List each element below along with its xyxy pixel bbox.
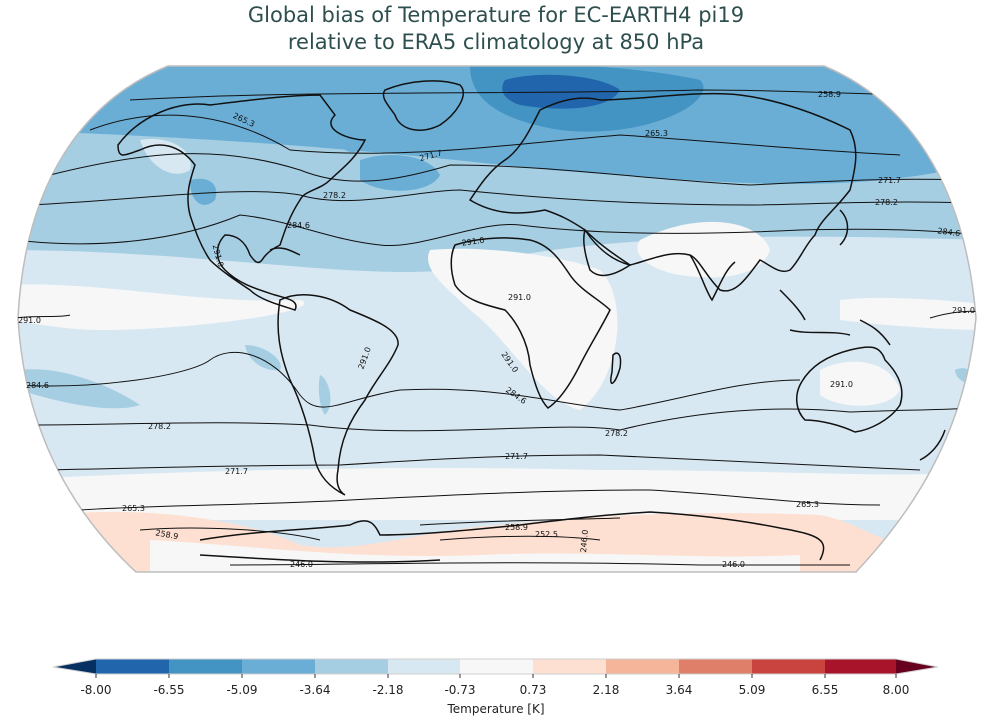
svg-text:278.2: 278.2 xyxy=(605,429,628,438)
svg-text:252.5: 252.5 xyxy=(535,530,558,539)
svg-text:-3.64: -3.64 xyxy=(299,683,330,697)
svg-text:8.00: 8.00 xyxy=(883,683,910,697)
map-plot: 258.9 265.3 265.3 271.7 271.7 278.2 278.… xyxy=(17,65,977,573)
svg-text:5.09: 5.09 xyxy=(739,683,766,697)
title-line-1: Global bias of Temperature for EC-EARTH4… xyxy=(247,3,745,27)
chart-title: Global bias of Temperature for EC-EARTH4… xyxy=(0,2,992,56)
svg-text:265.3: 265.3 xyxy=(645,129,668,138)
svg-text:278.2: 278.2 xyxy=(323,191,346,200)
svg-text:-8.00: -8.00 xyxy=(80,683,111,697)
bias-field xyxy=(18,66,976,572)
svg-text:271.7: 271.7 xyxy=(878,176,901,185)
svg-text:246.0: 246.0 xyxy=(290,560,313,569)
svg-text:-5.09: -5.09 xyxy=(226,683,257,697)
svg-text:278.2: 278.2 xyxy=(875,198,898,207)
colorbar-swatches xyxy=(52,658,939,675)
svg-text:284.6: 284.6 xyxy=(26,381,49,390)
coastlines xyxy=(117,80,946,563)
colorbar-over-arrow xyxy=(896,659,938,674)
svg-text:246.0: 246.0 xyxy=(722,560,745,569)
svg-text:258.9: 258.9 xyxy=(818,90,841,99)
svg-text:258.9: 258.9 xyxy=(155,528,179,541)
svg-text:2.18: 2.18 xyxy=(593,683,620,697)
svg-text:6.55: 6.55 xyxy=(812,683,839,697)
svg-text:265.3: 265.3 xyxy=(122,504,145,513)
colorbar-tick-labels: -8.00 -6.55 -5.09 -3.64 -2.18 -0.73 0.73… xyxy=(80,683,909,697)
contour-labels: 258.9 265.3 265.3 271.7 271.7 278.2 278.… xyxy=(18,90,975,569)
svg-text:265.3: 265.3 xyxy=(796,500,819,509)
svg-text:291.0: 291.0 xyxy=(952,306,975,315)
svg-text:291.0: 291.0 xyxy=(508,293,531,302)
colorbar-under-arrow xyxy=(53,659,96,674)
svg-text:0.73: 0.73 xyxy=(520,683,547,697)
svg-text:258.9: 258.9 xyxy=(505,523,528,532)
svg-text:271.7: 271.7 xyxy=(225,467,248,476)
svg-text:246.0: 246.0 xyxy=(579,529,590,553)
svg-text:-0.73: -0.73 xyxy=(444,683,475,697)
svg-text:271.7: 271.7 xyxy=(505,452,528,461)
contour-lines xyxy=(18,89,976,566)
svg-text:284.6: 284.6 xyxy=(287,221,310,230)
colorbar-ticks xyxy=(95,674,897,678)
svg-text:-6.55: -6.55 xyxy=(153,683,184,697)
svg-text:291.0: 291.0 xyxy=(18,316,41,325)
svg-text:291.0: 291.0 xyxy=(461,236,485,248)
svg-text:278.2: 278.2 xyxy=(148,422,171,431)
svg-text:3.64: 3.64 xyxy=(666,683,693,697)
colorbar-label: Temperature [K] xyxy=(446,702,544,716)
svg-text:284.6: 284.6 xyxy=(937,226,961,238)
svg-text:291.0: 291.0 xyxy=(830,380,853,389)
svg-text:-2.18: -2.18 xyxy=(372,683,403,697)
title-line-2: relative to ERA5 climatology at 850 hPa xyxy=(287,30,705,54)
